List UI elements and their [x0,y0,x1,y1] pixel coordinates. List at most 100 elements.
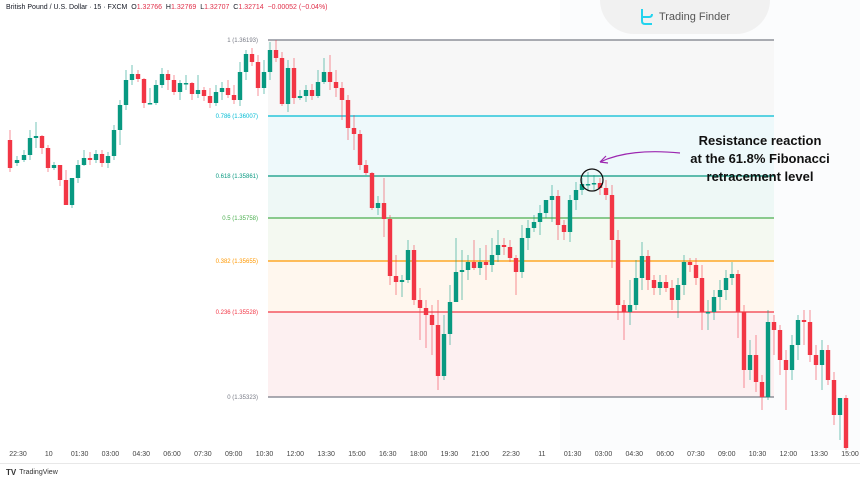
candle [177,83,183,92]
tradingview-logo-icon: TV [6,468,17,477]
candle [21,155,27,160]
time-tick: 04:30 [625,451,644,458]
candle [597,183,603,188]
candle [609,195,615,240]
candle [363,165,369,173]
candle [303,90,309,96]
candle [123,80,129,105]
candle [615,240,621,305]
fib-level-label: 0.618 (1.35861) [216,174,258,180]
candle [45,148,51,168]
candle [405,250,411,280]
change-value: −0.00052 (−0.04%) [267,4,328,11]
candle [129,74,135,80]
time-tick: 16:30 [379,451,397,458]
trading-finder-logo: Trading Finder [600,0,770,34]
candle [801,320,807,322]
candle [495,245,501,255]
candle [339,88,345,100]
candle [387,219,393,276]
candle [135,74,141,79]
candle [447,302,453,334]
candle [525,228,531,238]
candle [531,222,537,228]
candle [345,100,351,128]
symbol-title: British Pound / U.S. Dollar · 15 · FXCM [6,4,128,11]
candle [87,158,93,160]
low-value: 1.32707 [204,4,230,11]
candle [117,105,123,130]
logo-text: Trading Finder [658,11,731,23]
candle [93,154,99,160]
candle [825,350,831,380]
time-tick: 15:00 [348,451,366,458]
candle [99,154,105,163]
candle [309,90,315,96]
candle [591,183,597,185]
fib-level-label: 1 (1.36193) [227,38,258,44]
candlestick-chart[interactable]: 1 (1.36193) 0.786 (1.36007) 0.618 (1.35861… [0,0,860,450]
candle [225,88,231,95]
fib-level-label: 0.382 (1.35655) [216,259,258,265]
candle [57,165,63,180]
candle [171,80,177,92]
candle [675,285,681,300]
candle [63,180,69,205]
time-tick: 10:30 [255,451,274,458]
candle [705,312,711,314]
candle [393,276,399,282]
candle [219,88,225,92]
candle [189,83,195,94]
time-tick: 12:00 [779,451,798,458]
candle [627,305,633,312]
candle [207,96,213,103]
candle [585,184,591,186]
candle [201,90,207,96]
candle [777,330,783,360]
fib-level-label: 0.236 (1.35528) [216,310,258,316]
candle [603,188,609,195]
time-tick: 15:00 [841,451,859,458]
candle [699,278,705,312]
time-tick: 04:30 [132,451,151,458]
candle [237,72,243,100]
candle [75,165,81,178]
candle [153,85,159,103]
candle [249,54,255,62]
candle [717,290,723,297]
candle [165,74,171,80]
time-tick: 11 [538,451,546,458]
candle [771,322,777,330]
fib-level-label: 0 (1.35323) [227,395,258,401]
time-tick: 19:30 [440,451,459,458]
candle [81,158,87,165]
candle [267,50,273,72]
candle [273,50,279,58]
time-tick: 22:30 [9,451,27,458]
candle [327,72,333,82]
candle [711,297,717,312]
candle [753,355,759,382]
time-axis[interactable]: 22:30 10 01:30 03:00 04:30 06:00 07:30 09:00 10:… [0,449,860,464]
candle [7,140,13,168]
candle [297,96,303,98]
candle [255,62,261,88]
candle [663,282,669,288]
candle [501,245,507,247]
candle [633,278,639,305]
candle [399,280,405,282]
candle [513,258,519,272]
annotation-arrow [599,151,681,163]
candle [759,382,765,397]
candle [27,138,33,155]
candle [285,68,291,104]
candle [105,156,111,163]
candle [411,250,417,300]
candle [357,134,363,165]
candle [519,238,525,272]
candle [141,79,147,103]
time-tick: 06:00 [656,451,674,458]
time-tick: 10 [44,451,53,458]
candle [645,256,651,280]
candle [639,256,645,278]
